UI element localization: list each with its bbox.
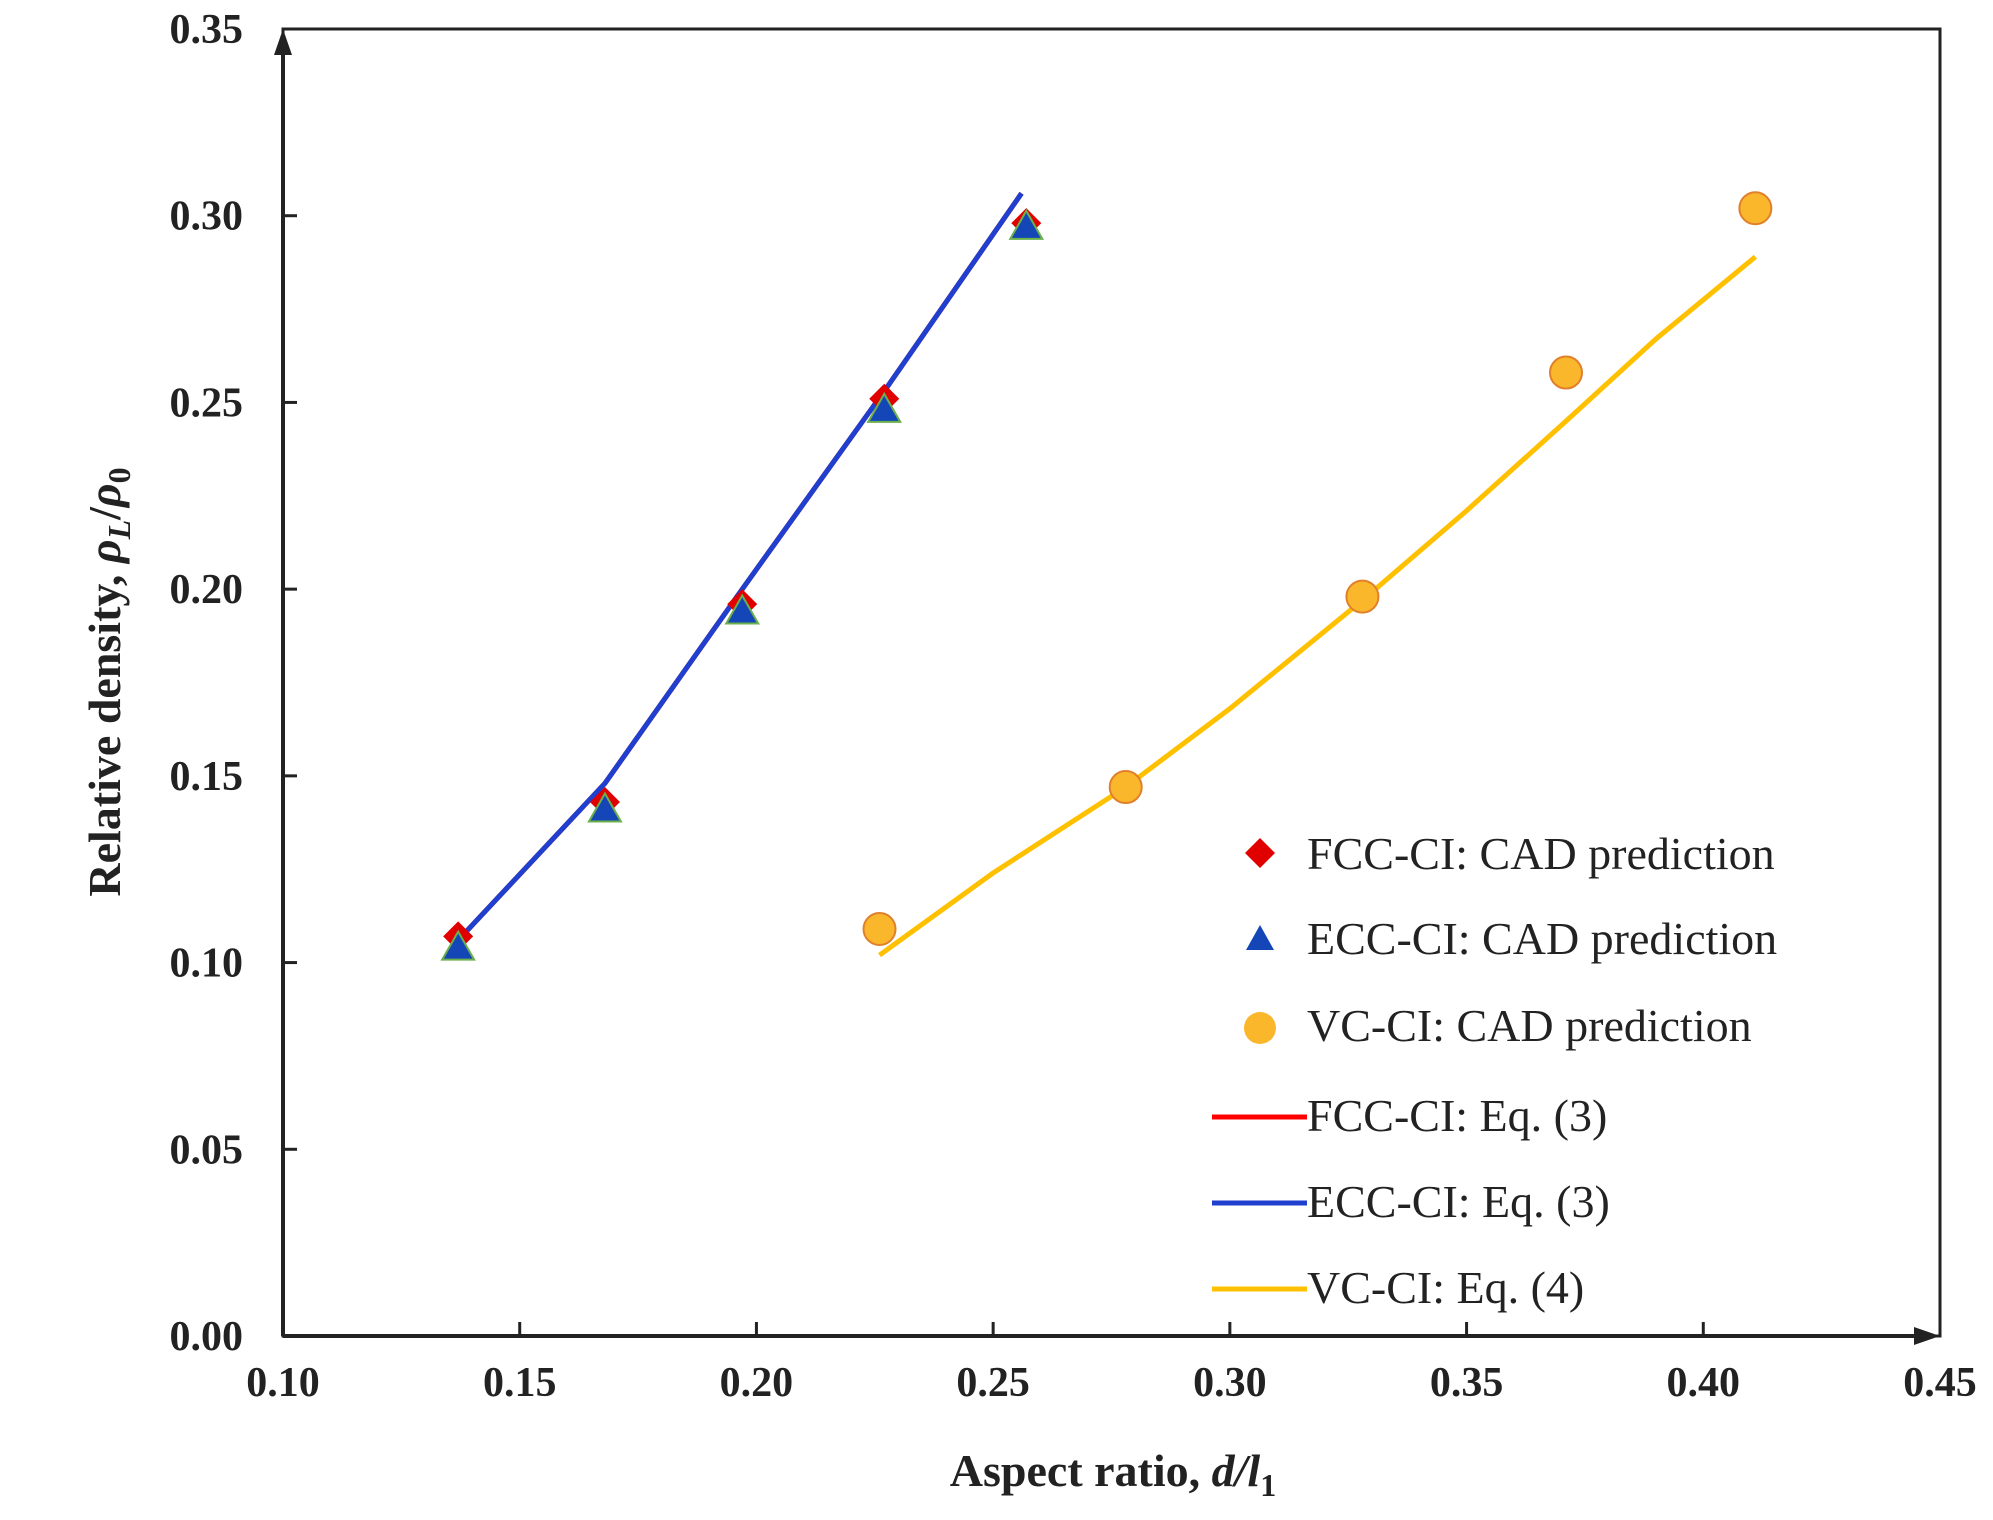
legend: FCC-CI: CAD prediction ECC-CI: CAD predi… — [1212, 828, 1777, 1313]
y-tick-label: 0.35 — [170, 7, 244, 53]
x-tick-label: 0.10 — [246, 1360, 320, 1406]
legend-item-vc-cad: VC-CI: CAD prediction — [1244, 1000, 1752, 1051]
y-tick-label: 0.10 — [170, 941, 244, 987]
legend-item-ecc-eq: ECC-CI: Eq. (3) — [1212, 1176, 1610, 1227]
x-tick-label: 0.20 — [720, 1360, 794, 1406]
legend-label: ECC-CI: Eq. (3) — [1307, 1176, 1610, 1227]
y-axis-arrow — [274, 29, 292, 55]
data-point-circle — [862, 911, 897, 946]
series-line — [456, 191, 1024, 942]
data-point-triangle — [866, 391, 902, 423]
data-point-triangle — [587, 791, 623, 823]
y-tick-label: 0.25 — [170, 380, 244, 426]
data-point-circle — [1738, 191, 1773, 226]
x-axis-arrow — [1914, 1327, 1940, 1345]
y-tick-label: 0.30 — [170, 194, 244, 240]
legend-label: VC-CI: CAD prediction — [1307, 1000, 1752, 1051]
x-tick-label: 0.40 — [1667, 1360, 1741, 1406]
x-axis-title: Aspect ratio, d/l1 — [950, 1445, 1276, 1503]
y-ticks: 0.00 0.05 0.10 0.15 0.20 0.25 0.30 0.35 — [170, 7, 297, 1360]
legend-marker-diamond — [1245, 838, 1275, 868]
legend-item-fcc-cad: FCC-CI: CAD prediction — [1245, 828, 1775, 879]
data-point-circle — [1108, 770, 1143, 805]
y-axis-title: Relative density, ρL/ρ0 — [79, 467, 137, 896]
legend-item-fcc-eq: FCC-CI: Eq. (3) — [1212, 1090, 1607, 1141]
legend-marker-circle — [1244, 1012, 1276, 1044]
y-tick-label: 0.05 — [170, 1127, 244, 1173]
legend-label: ECC-CI: CAD prediction — [1307, 913, 1777, 964]
y-tick-label: 0.15 — [170, 754, 244, 800]
x-tick-label: 0.45 — [1903, 1360, 1977, 1406]
legend-item-ecc-cad: ECC-CI: CAD prediction — [1246, 913, 1777, 964]
data-point-triangle — [440, 929, 476, 961]
x-ticks: 0.10 0.15 0.20 0.25 0.30 0.35 0.40 0.45 — [246, 1322, 1977, 1406]
y-tick-label: 0.00 — [170, 1314, 244, 1360]
x-tick-label: 0.25 — [956, 1360, 1030, 1406]
legend-label: FCC-CI: CAD prediction — [1307, 828, 1775, 879]
series-line — [456, 191, 1024, 942]
legend-label: VC-CI: Eq. (4) — [1307, 1262, 1584, 1313]
legend-marker-triangle — [1246, 925, 1274, 950]
x-tick-label: 0.35 — [1430, 1360, 1504, 1406]
series-markers — [440, 191, 1773, 961]
legend-label: FCC-CI: Eq. (3) — [1307, 1090, 1607, 1141]
x-tick-label: 0.30 — [1193, 1360, 1267, 1406]
data-point-triangle — [724, 593, 760, 625]
y-tick-label: 0.20 — [170, 567, 244, 613]
data-point-circle — [1345, 579, 1380, 614]
legend-item-vc-eq: VC-CI: Eq. (4) — [1212, 1262, 1584, 1313]
data-point-circle — [1548, 355, 1583, 390]
plot-frame — [281, 27, 1942, 1338]
data-point-triangle — [1008, 208, 1045, 240]
x-tick-label: 0.15 — [483, 1360, 557, 1406]
